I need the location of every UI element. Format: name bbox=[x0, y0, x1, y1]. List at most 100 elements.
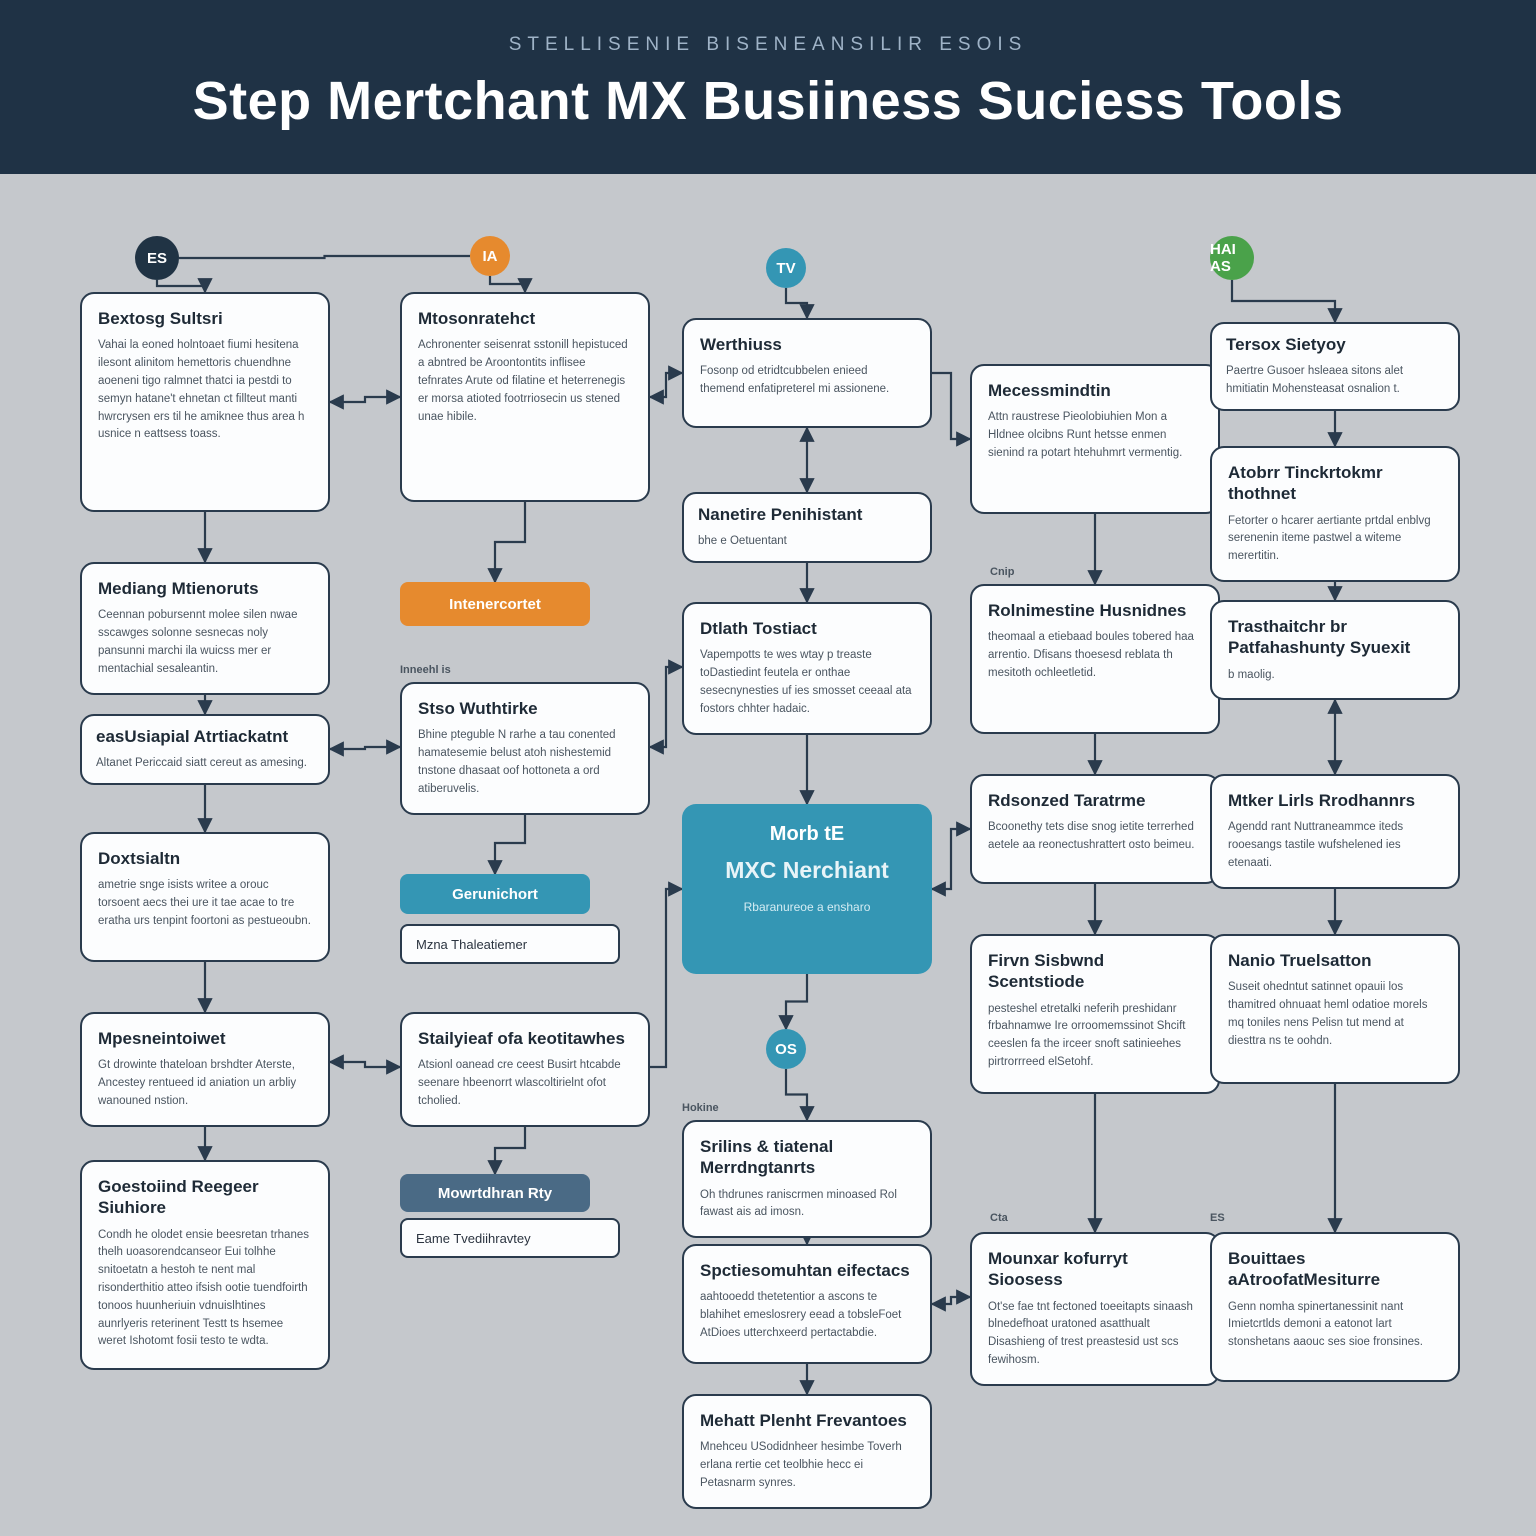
header-title: Step Mertchant MX Busiiness Suciess Tool… bbox=[0, 70, 1536, 132]
edge-n_b3-n_center bbox=[650, 889, 682, 1067]
edge-b1-b2 bbox=[179, 256, 470, 258]
caption-sc4: Cta bbox=[990, 1212, 1008, 1224]
node-body: Vahai la eoned holntoaet fiumi hesitena … bbox=[98, 337, 312, 444]
node-title: Mehatt Plenht Frevantoes bbox=[700, 1410, 914, 1431]
node-title: Goestoiind Reegeer Siuhiore bbox=[98, 1176, 312, 1219]
node-body: Ot'se fae tnt fectoned toeeitapts sinaas… bbox=[988, 1299, 1202, 1370]
edge-b5-n_c5 bbox=[786, 1069, 807, 1120]
edge-n_b3-p_slate bbox=[495, 1122, 525, 1174]
edge-n_center-b5 bbox=[786, 974, 807, 1029]
node-n_b1: Mtosonratehct Achronenter seisenrat sston… bbox=[400, 292, 650, 502]
node-n_d1: MecessmindtinAttn raustrese Pieolobiuhie… bbox=[970, 364, 1220, 514]
node-n_e6: Bouittaes aAtroofatMesiturre Genn nomha s… bbox=[1210, 1232, 1460, 1382]
node-title: easUsiapial Atrtiackatnt bbox=[96, 726, 314, 747]
node-title: Bextosg Sultsri bbox=[98, 308, 312, 329]
node-title: Bouittaes aAtroofatMesiturre bbox=[1228, 1248, 1442, 1291]
edge-n_b2-p_teal bbox=[495, 812, 525, 874]
node-body: theomaal a etiebaad boules tobered haa a… bbox=[988, 629, 1202, 682]
node-body: Rbaranureoe a ensharo bbox=[700, 898, 914, 917]
edge-n_center-n_d3 bbox=[932, 829, 970, 889]
node-body: Condh he olodet ensie beesretan trhanes … bbox=[98, 1227, 312, 1352]
node-body: aahtooedd thetetentior a ascons te blahi… bbox=[700, 1289, 914, 1342]
node-body: ametrie snge isists writee a orouc torso… bbox=[98, 877, 312, 930]
node-n_d3: Rdsonzed TaratrmeBcoonethy tets dise sno… bbox=[970, 774, 1220, 884]
pill-p_teal: Gerunichort bbox=[400, 874, 590, 914]
edge-n_b2-n_c3 bbox=[650, 667, 682, 747]
header: STELLISENIE BISENEANSILIR ESOIS Step Mer… bbox=[0, 0, 1536, 174]
node-title: Stailyieaf ofa keotitawhes bbox=[418, 1028, 632, 1049]
node-body: pesteshel etretalki neferih preshidanr f… bbox=[988, 1001, 1202, 1072]
node-n_c2: Nanetire Penihistant bhe e Oetuentant bbox=[682, 492, 932, 563]
node-body: Suseit ohedntut satinnet opauii los tham… bbox=[1228, 979, 1442, 1050]
node-body: b maolig. bbox=[1228, 667, 1442, 685]
node-mid: MXC Nerchiant bbox=[700, 857, 914, 884]
badge-b1: ES bbox=[135, 236, 179, 280]
node-n_b2: Stso Wuthtirke Bhine pteguble N rarhe a t… bbox=[400, 682, 650, 815]
node-body: Paertre Gusoer hsleaea sitons alet hmiti… bbox=[1226, 363, 1444, 399]
node-n_c5: Srilins & tiatenal MerrdngtanrtsOh thdru… bbox=[682, 1120, 932, 1238]
node-title: Mounxar kofurryt Sioosess bbox=[988, 1248, 1202, 1291]
node-body: Bhine pteguble N rarhe a tau conented ha… bbox=[418, 727, 632, 798]
node-body: Achronenter seisenrat sstonill hepistuce… bbox=[418, 337, 632, 426]
node-n_e3: Trasthaitchr br Patfahashunty Syuexit b m… bbox=[1210, 600, 1460, 700]
node-n_d4: Firvn Sisbwnd Scentstiode pesteshel etret… bbox=[970, 934, 1220, 1094]
badge-b4: HAI AS bbox=[1210, 236, 1254, 280]
node-title: Firvn Sisbwnd Scentstiode bbox=[988, 950, 1202, 993]
node-n_e1: Tersox SietyoyPaertre Gusoer hsleaea sit… bbox=[1210, 322, 1460, 411]
caption-sc1: Cnip bbox=[990, 566, 1014, 578]
node-body: Fosonp od etridtcubbelen enieed themend … bbox=[700, 363, 914, 399]
node-n_a3: easUsiapial AtrtiackatntAltanet Periccai… bbox=[80, 714, 330, 785]
node-n_e2: Atobrr Tinckrtokmr thothnet Fetorter o hc… bbox=[1210, 446, 1460, 582]
node-title: Mpesneintoiwet bbox=[98, 1028, 312, 1049]
edge-b1-n_a1 bbox=[157, 280, 205, 292]
caption-sc2: Hokine bbox=[682, 1102, 719, 1114]
edge-b4-n_e1 bbox=[1232, 280, 1335, 322]
node-n_a2: Mediang MtienorutsCeennan pobursennt mol… bbox=[80, 562, 330, 695]
node-title: Spctiesomuhtan eifectacs bbox=[700, 1260, 914, 1281]
node-n_a4: Doxtsialtn ametrie snge isists writee a o… bbox=[80, 832, 330, 962]
node-n_c1: Werthiuss Fosonp od etridtcubbelen enieed… bbox=[682, 318, 932, 428]
node-title: Werthiuss bbox=[700, 334, 914, 355]
node-n_d2: Rolnimestine Husnidnestheomaal a etiebaa… bbox=[970, 584, 1220, 734]
caption-sc0: Inneehl is bbox=[400, 664, 451, 676]
node-body: Fetorter o hcarer aertiante prtdal enblv… bbox=[1228, 513, 1442, 566]
pill-p_slate: Mowrtdhran Rty bbox=[400, 1174, 590, 1212]
node-title: Mtosonratehct bbox=[418, 308, 632, 329]
header-eyebrow: STELLISENIE BISENEANSILIR ESOIS bbox=[0, 34, 1536, 56]
badge-b3: TV bbox=[766, 248, 806, 288]
flowchart-canvas: ESIATVHAI ASOSIntenercortetGerunichortMz… bbox=[0, 174, 1536, 1510]
caption-sc3: ES bbox=[1210, 1212, 1225, 1224]
node-n_c7: Mehatt Plenht Frevantoes Mnehceu USodidnh… bbox=[682, 1394, 932, 1509]
node-body: Attn raustrese Pieolobiuhien Mon a Hldne… bbox=[988, 409, 1202, 462]
pill-p_out2: Eame Tvediihravtey bbox=[400, 1218, 620, 1258]
node-n_e4: Mtker Lirls RrodhannrsAgendd rant Nuttra… bbox=[1210, 774, 1460, 889]
edge-n_c1-n_d1 bbox=[932, 373, 970, 439]
node-title: Dtlath Tostiact bbox=[700, 618, 914, 639]
node-title: Mtker Lirls Rrodhannrs bbox=[1228, 790, 1442, 811]
badge-b5: OS bbox=[766, 1029, 806, 1069]
edge-n_a1-n_b1 bbox=[330, 397, 400, 402]
node-title: Nanetire Penihistant bbox=[698, 504, 916, 525]
node-body: Atsionl oanead cre ceest Busirt htcabde … bbox=[418, 1057, 632, 1110]
edge-n_c6-n_d5 bbox=[932, 1297, 970, 1304]
node-title: Atobrr Tinckrtokmr thothnet bbox=[1228, 462, 1442, 505]
node-title: Stso Wuthtirke bbox=[418, 698, 632, 719]
node-body: Oh thdrunes raniscrmen minoased Rol fawa… bbox=[700, 1187, 914, 1223]
node-title: Doxtsialtn bbox=[98, 848, 312, 869]
node-body: Genn nomha spinertanessinit nant Imietcr… bbox=[1228, 1299, 1442, 1352]
edge-b3-n_c1 bbox=[786, 288, 807, 318]
node-body: Vapempotts te wes wtay p treaste toDasti… bbox=[700, 647, 914, 718]
node-title: Morb tE bbox=[700, 822, 914, 847]
node-body: bhe e Oetuentant bbox=[698, 533, 916, 551]
edge-n_b1-n_c1 bbox=[650, 373, 682, 397]
node-title: Nanio Truelsatton bbox=[1228, 950, 1442, 971]
node-title: Trasthaitchr br Patfahashunty Syuexit bbox=[1228, 616, 1442, 659]
node-n_a1: Bextosg Sultsri Vahai la eoned holntoaet … bbox=[80, 292, 330, 512]
edge-b2-n_b1 bbox=[490, 276, 525, 292]
node-body: Mnehceu USodidnheer hesimbe Toverh erlan… bbox=[700, 1439, 914, 1492]
node-n_c3: Dtlath Tostiact Vapempotts te wes wtay p … bbox=[682, 602, 932, 735]
edge-n_a5-n_b3 bbox=[330, 1062, 400, 1067]
node-title: Rdsonzed Taratrme bbox=[988, 790, 1202, 811]
node-n_a5: MpesneintoiwetGt drowinte thateloan brsh… bbox=[80, 1012, 330, 1127]
node-n_a6: Goestoiind Reegeer Siuhiore Condh he olod… bbox=[80, 1160, 330, 1370]
